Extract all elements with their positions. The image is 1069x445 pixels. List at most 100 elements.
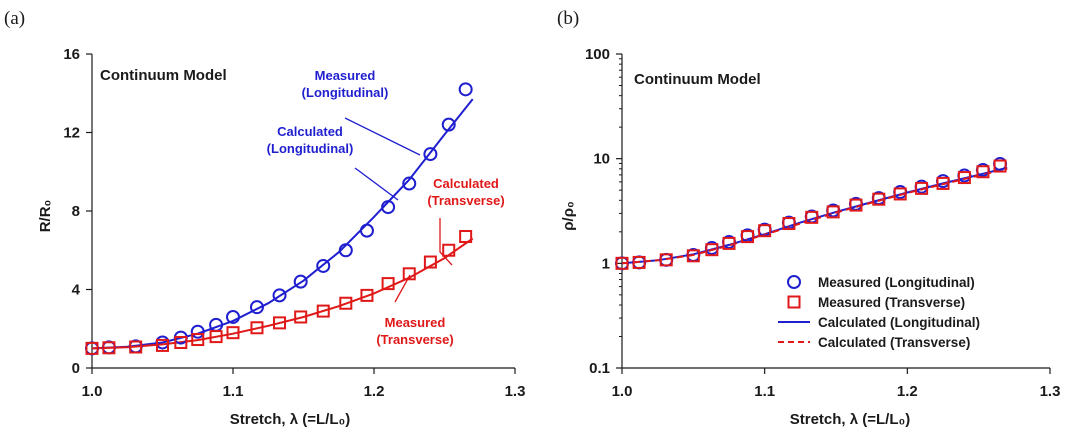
callout-label-line: Measured xyxy=(315,68,376,83)
callout-label: Measured (Longitudinal) xyxy=(302,68,389,100)
x-tick-label: 1.3 xyxy=(1040,383,1061,400)
data-point-square xyxy=(849,198,863,212)
data-point-circle xyxy=(381,200,396,215)
legend-label: Measured (Longitudinal) xyxy=(818,275,975,290)
model-annotation: Continuum Model xyxy=(100,67,227,84)
data-point-square xyxy=(442,243,456,257)
data-point-square xyxy=(339,296,353,310)
x-axis-label: Stretch, λ (=L/L₀) xyxy=(790,411,911,428)
y-tick-label: 10 xyxy=(593,151,610,168)
callout-label-line: Measured xyxy=(385,315,446,330)
data-point-square xyxy=(782,217,796,231)
legend-swatch-circle xyxy=(787,275,801,289)
legend-label: Measured (Transverse) xyxy=(818,295,965,310)
model-annotation: Continuum Model xyxy=(634,71,761,88)
x-tick-label: 1.2 xyxy=(364,383,385,400)
legend-label: Calculated (Longitudinal) xyxy=(818,315,980,330)
callout-label-line: Calculated xyxy=(277,124,343,139)
y-tick-label: 100 xyxy=(585,46,610,63)
data-point-square xyxy=(722,236,736,250)
data-point-square xyxy=(826,205,840,219)
legend: Measured (Longitudinal) Measured (Transve… xyxy=(778,275,980,350)
callout-label-line: (Longitudinal) xyxy=(302,85,389,100)
data-point-circle xyxy=(249,300,264,315)
y-tick-label: 1 xyxy=(602,255,610,272)
data-point-circle xyxy=(338,243,353,258)
panel-label: (a) xyxy=(4,8,25,29)
data-point-square xyxy=(993,159,1007,173)
data-point-circle xyxy=(272,288,287,303)
data-point-circle xyxy=(359,223,374,238)
data-point-square xyxy=(85,341,99,355)
data-point-square xyxy=(423,255,437,269)
data-point-square xyxy=(273,316,287,330)
y-tick-label: 0.1 xyxy=(589,360,610,377)
data-point-square xyxy=(381,277,395,291)
legend-label: Calculated (Transverse) xyxy=(818,335,970,350)
callout-label: Calculated (Longitudinal) xyxy=(267,124,354,156)
data-point-square xyxy=(805,210,819,224)
data-point-square xyxy=(957,171,971,185)
y-tick-label: 0 xyxy=(72,360,80,377)
data-point-square xyxy=(294,310,308,324)
panel-a: (a) 1.0 1.1 1.2 1.3 0 4 8 12 16 Stretch, λ (=L/L₀)… xyxy=(4,8,525,428)
data-point-square xyxy=(402,267,416,281)
callout-leader-line xyxy=(439,218,453,266)
data-point-square xyxy=(250,321,264,335)
data-point-square xyxy=(936,176,950,190)
data-point-square xyxy=(976,165,990,179)
callout-label-line: (Transverse) xyxy=(427,193,504,208)
y-tick-label: 16 xyxy=(63,46,80,63)
data-point-square xyxy=(102,341,116,355)
callout-label-line: (Transverse) xyxy=(376,332,453,347)
data-point-square xyxy=(316,304,330,318)
y-tick-label: 12 xyxy=(63,125,80,142)
data-point-circle xyxy=(402,176,417,191)
data-point-circle xyxy=(316,258,331,273)
data-point-square xyxy=(686,249,700,263)
data-point-square xyxy=(191,333,205,347)
x-tick-label: 1.1 xyxy=(223,383,244,400)
data-point-square xyxy=(459,230,473,244)
data-point-square xyxy=(893,187,907,201)
panel-b: (b) 1.0 1.1 1.2 1.3 0.1 1 10 100 Stretch, λ (=L/L… xyxy=(557,8,1060,428)
data-point-square xyxy=(758,224,772,238)
y-axis-label: R/R₀ xyxy=(37,200,54,233)
x-tick-label: 1.0 xyxy=(82,383,103,400)
legend-swatch-square xyxy=(787,295,801,309)
callout-leader-line xyxy=(354,167,399,201)
callout-leader-line xyxy=(344,117,421,156)
data-point-square xyxy=(360,288,374,302)
callout-label: Calculated (Transverse) xyxy=(427,176,504,208)
data-point-circle xyxy=(423,147,438,162)
panel-label: (b) xyxy=(557,8,579,29)
data-point-square xyxy=(659,253,673,267)
callout-leader-line xyxy=(394,274,411,303)
x-axis-label: Stretch, λ (=L/L₀) xyxy=(230,411,351,428)
data-point-circle xyxy=(458,82,473,97)
data-point-square xyxy=(632,255,646,269)
data-point-square xyxy=(741,230,755,244)
data-point-square xyxy=(174,335,188,349)
data-point-square xyxy=(209,330,223,344)
data-point-square xyxy=(156,338,169,352)
data-point-circle xyxy=(226,309,240,324)
data-point-circle xyxy=(190,324,205,339)
y-tick-label: 8 xyxy=(72,203,80,220)
x-tick-label: 1.1 xyxy=(754,383,775,400)
x-tick-label: 1.0 xyxy=(612,383,633,400)
x-tick-label: 1.3 xyxy=(505,383,526,400)
data-point-square xyxy=(705,243,719,257)
data-point-square xyxy=(915,181,929,195)
callout-label: Measured (Transverse) xyxy=(376,315,453,347)
data-point-square xyxy=(615,256,629,270)
callout-label-line: Calculated xyxy=(433,176,499,191)
data-point-square xyxy=(129,340,143,354)
y-axis-label: ρ/ρ₀ xyxy=(560,201,577,231)
callout-label-line: (Longitudinal) xyxy=(267,141,354,156)
data-point-circle xyxy=(441,117,456,132)
y-tick-label: 4 xyxy=(72,282,81,299)
data-point-square xyxy=(226,326,240,340)
data-point-square xyxy=(872,192,886,206)
